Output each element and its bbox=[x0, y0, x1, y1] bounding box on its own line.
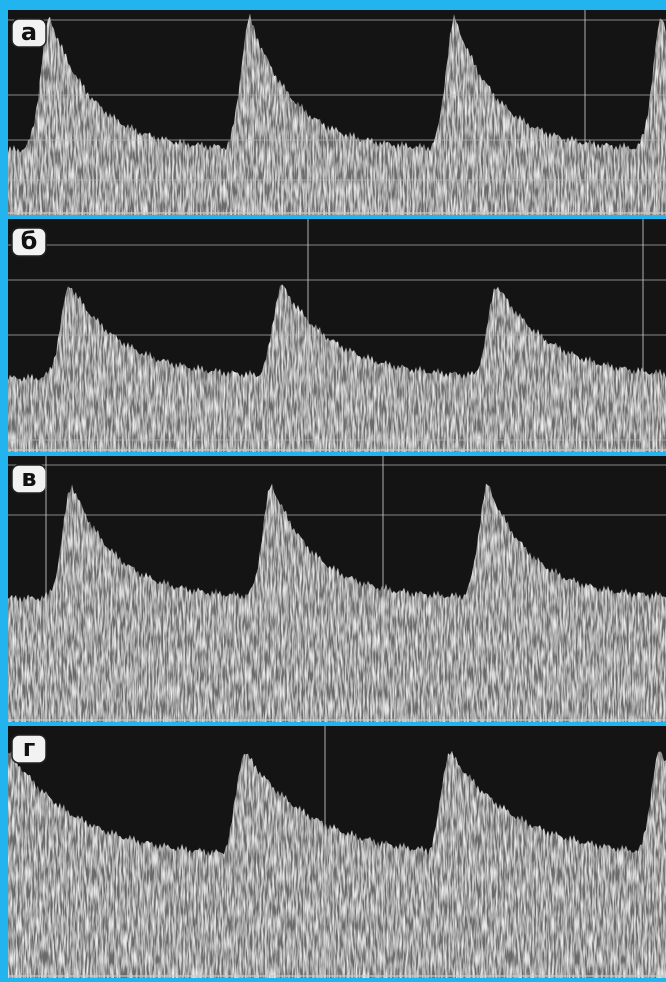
panel: б bbox=[8, 219, 666, 452]
panel-label: а bbox=[21, 18, 37, 46]
panel: в bbox=[8, 456, 666, 722]
panel-label: б bbox=[21, 227, 38, 255]
waveform bbox=[8, 13, 666, 216]
label-badge bbox=[11, 18, 47, 48]
panel: а bbox=[8, 10, 666, 216]
waveform bbox=[8, 750, 666, 978]
waveform bbox=[8, 483, 666, 722]
panel: г bbox=[8, 726, 666, 978]
panel-label: г bbox=[23, 734, 36, 762]
label-badge bbox=[11, 734, 47, 764]
label-badge bbox=[11, 227, 47, 257]
waveform bbox=[8, 284, 666, 452]
panel-label: в bbox=[21, 464, 36, 492]
panels: а б в г bbox=[8, 10, 666, 978]
